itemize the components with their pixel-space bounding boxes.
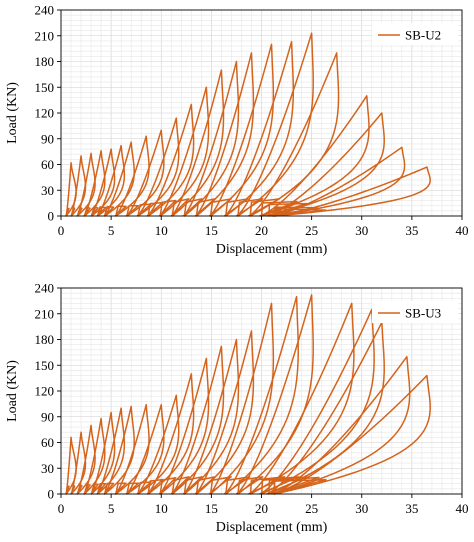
x-tick-label: 25 (305, 223, 318, 238)
hysteresis-loop (271, 166, 431, 217)
hysteresis-loop (136, 394, 180, 495)
x-tick-label: 40 (456, 223, 469, 238)
x-tick-label: 25 (305, 501, 318, 516)
x-tick-label: 15 (205, 501, 218, 516)
hysteresis-loop (271, 146, 406, 217)
chart-panel-1: 0 5 10 15 20 25 30 35 40 0 30 60 90 120 150 180 210 240 Di… (5, 3, 469, 258)
y-tick-label: 90 (41, 131, 54, 146)
hysteresis-loop (76, 424, 96, 495)
x-tick-label: 20 (255, 501, 268, 516)
y-tick-label: 150 (35, 358, 55, 373)
hysteresis-loop (194, 52, 255, 217)
x-tick-label: 20 (255, 223, 268, 238)
hysteresis-loop (114, 403, 150, 495)
hysteresis-loop (70, 431, 87, 495)
hysteresis-loop (170, 69, 225, 217)
hysteresis-loop (259, 95, 370, 217)
x-tick-label: 0 (58, 223, 65, 238)
y-tick-label: 120 (35, 384, 55, 399)
series-SB-U2 (65, 32, 431, 217)
x-tick-label: 35 (405, 501, 418, 516)
legend-entry: SB-U2 (405, 28, 441, 43)
hysteresis-loop (65, 162, 77, 217)
x-tick-label: 15 (205, 223, 218, 238)
x-tick-label: 5 (108, 223, 115, 238)
hysteresis-loop (76, 152, 96, 217)
hysteresis-loop (223, 295, 299, 495)
hysteresis-loop (271, 355, 411, 495)
y-tick-label: 60 (41, 435, 54, 450)
legend-entry: SB-U3 (405, 306, 441, 321)
y-tick-label: 90 (41, 409, 54, 424)
chart-panel-2: 0 5 10 15 20 25 30 35 40 0 30 60 90 120 150 180 210 240 Di… (5, 281, 469, 536)
hysteresis-loop (103, 405, 135, 495)
x-tick-label: 30 (355, 223, 368, 238)
hysteresis-loop (208, 43, 275, 217)
hysteresis-loop (266, 321, 385, 495)
y-tick-label: 210 (35, 306, 55, 321)
hysteresis-loop (65, 436, 77, 495)
x-tick-label: 35 (405, 223, 418, 238)
x-tick-label: 30 (355, 501, 368, 516)
y-tick-label: 240 (35, 281, 55, 296)
legend-background (372, 23, 458, 45)
y-tick-label: 0 (48, 209, 55, 224)
x-axis-label: Displacement (mm) (216, 520, 328, 535)
hysteresis-loop (103, 141, 135, 217)
x-tick-label: 10 (155, 501, 168, 516)
legend: SB-U2 (372, 23, 458, 45)
y-axis-label: Load (KN) (5, 82, 20, 144)
gridlines (60, 287, 463, 495)
hysteresis-loop (170, 345, 225, 495)
hysteresis-loop (70, 155, 87, 217)
y-tick-label: 30 (41, 461, 54, 476)
y-tick-label: 210 (35, 28, 55, 43)
hysteresis-loop (235, 294, 314, 495)
hysteresis-loop (248, 52, 340, 217)
hysteresis-loop (125, 403, 165, 495)
gridlines (60, 9, 463, 217)
hysteresis-loop (182, 60, 240, 217)
series-SB-U3 (65, 294, 431, 495)
y-tick-label: 180 (35, 332, 55, 347)
x-tick-label: 5 (108, 501, 115, 516)
hysteresis-loop (259, 308, 375, 495)
y-axis-label: Load (KN) (5, 360, 20, 422)
y-tick-label: 120 (35, 106, 55, 121)
y-tick-label: 0 (48, 487, 55, 502)
x-axis-label: Displacement (mm) (216, 242, 328, 257)
y-tick-label: 180 (35, 54, 55, 69)
y-tick-label: 150 (35, 80, 55, 95)
hysteresis-loop (182, 338, 240, 495)
x-tick-label: 0 (58, 501, 65, 516)
hysteresis-loop (271, 374, 431, 495)
legend: SB-U3 (372, 301, 458, 323)
hysteresis-loop (223, 41, 295, 217)
hysteresis-loop (158, 86, 210, 217)
hysteresis-loop (208, 302, 275, 495)
y-tick-label: 30 (41, 183, 54, 198)
x-tick-label: 40 (456, 501, 469, 516)
hysteresis-loop (266, 112, 385, 217)
x-tick-label: 10 (155, 223, 168, 238)
hysteresis-loop (114, 135, 150, 217)
y-tick-label: 240 (35, 3, 55, 18)
y-tick-label: 60 (41, 157, 54, 172)
legend-background (372, 301, 458, 323)
